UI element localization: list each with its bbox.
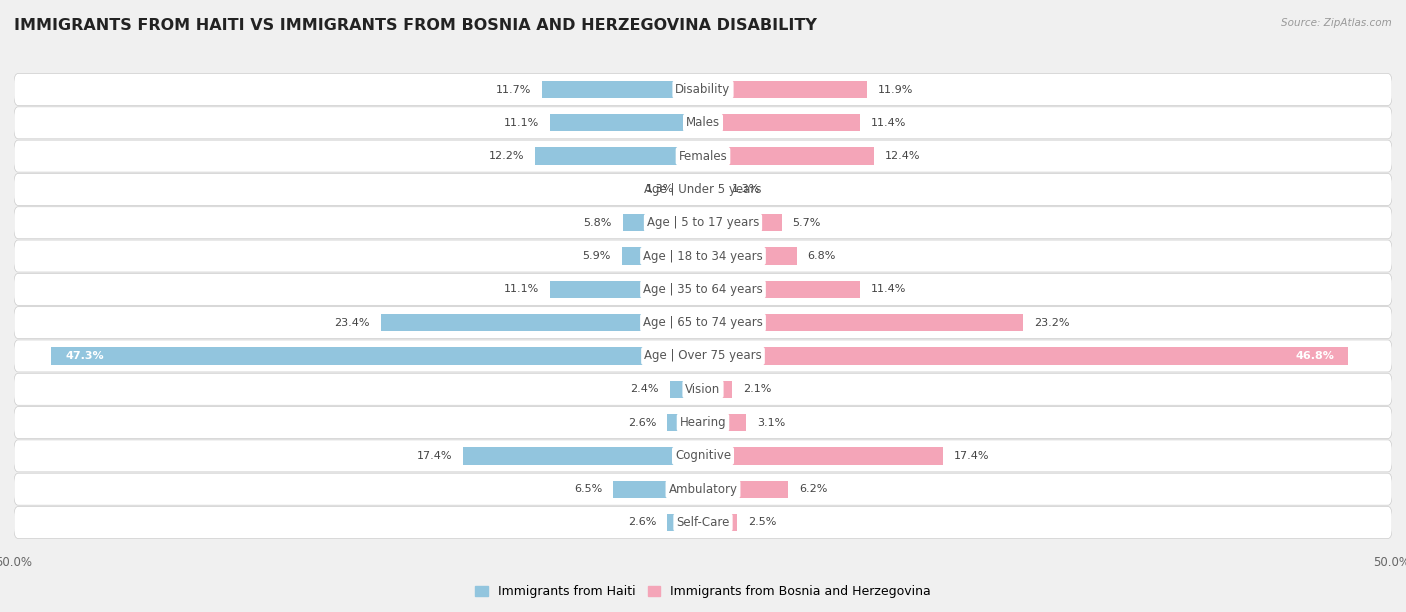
FancyBboxPatch shape: [14, 406, 1392, 439]
Bar: [703, 347, 1348, 365]
Text: Self-Care: Self-Care: [676, 516, 730, 529]
Bar: [703, 314, 1022, 331]
Bar: [668, 514, 703, 531]
FancyBboxPatch shape: [14, 373, 1392, 405]
Text: Age | 5 to 17 years: Age | 5 to 17 years: [647, 216, 759, 230]
Bar: [703, 480, 789, 498]
Text: Ambulatory: Ambulatory: [668, 483, 738, 496]
Text: Age | Over 75 years: Age | Over 75 years: [644, 349, 762, 362]
Bar: [51, 347, 703, 365]
Bar: [621, 247, 703, 265]
Text: 11.1%: 11.1%: [503, 118, 538, 128]
Text: 2.4%: 2.4%: [630, 384, 659, 394]
Text: Vision: Vision: [685, 382, 721, 396]
Text: 17.4%: 17.4%: [416, 451, 453, 461]
FancyBboxPatch shape: [14, 340, 1392, 372]
Bar: [703, 214, 782, 231]
Text: 1.3%: 1.3%: [733, 184, 761, 195]
Text: 11.7%: 11.7%: [495, 84, 531, 94]
Text: Age | 35 to 64 years: Age | 35 to 64 years: [643, 283, 763, 296]
Bar: [703, 381, 733, 398]
Bar: [703, 81, 868, 98]
FancyBboxPatch shape: [14, 274, 1392, 305]
Text: 12.2%: 12.2%: [488, 151, 524, 161]
Text: 2.6%: 2.6%: [627, 417, 657, 428]
Text: 23.2%: 23.2%: [1033, 318, 1069, 327]
Text: IMMIGRANTS FROM HAITI VS IMMIGRANTS FROM BOSNIA AND HERZEGOVINA DISABILITY: IMMIGRANTS FROM HAITI VS IMMIGRANTS FROM…: [14, 18, 817, 34]
Text: 47.3%: 47.3%: [65, 351, 104, 361]
Bar: [703, 247, 797, 265]
Bar: [541, 81, 703, 98]
Text: Disability: Disability: [675, 83, 731, 96]
Bar: [550, 281, 703, 298]
Text: 6.2%: 6.2%: [800, 484, 828, 494]
Bar: [381, 314, 703, 331]
Text: 5.7%: 5.7%: [793, 218, 821, 228]
Bar: [703, 281, 860, 298]
FancyBboxPatch shape: [14, 140, 1392, 172]
Bar: [703, 414, 745, 431]
Text: 11.4%: 11.4%: [872, 285, 907, 294]
Text: 6.5%: 6.5%: [574, 484, 602, 494]
Text: 11.9%: 11.9%: [877, 84, 914, 94]
Bar: [703, 514, 738, 531]
Text: 3.1%: 3.1%: [756, 417, 785, 428]
Text: Hearing: Hearing: [679, 416, 727, 429]
Text: 2.6%: 2.6%: [627, 518, 657, 528]
Text: Cognitive: Cognitive: [675, 449, 731, 463]
Text: 23.4%: 23.4%: [335, 318, 370, 327]
Text: 6.8%: 6.8%: [807, 251, 837, 261]
Bar: [703, 447, 943, 465]
FancyBboxPatch shape: [14, 107, 1392, 139]
Text: 1.3%: 1.3%: [645, 184, 673, 195]
Bar: [703, 114, 860, 132]
FancyBboxPatch shape: [14, 73, 1392, 105]
Bar: [703, 147, 875, 165]
Text: 17.4%: 17.4%: [953, 451, 990, 461]
Text: 11.4%: 11.4%: [872, 118, 907, 128]
Text: 5.8%: 5.8%: [583, 218, 612, 228]
Bar: [613, 480, 703, 498]
Text: 5.9%: 5.9%: [582, 251, 610, 261]
FancyBboxPatch shape: [14, 173, 1392, 206]
Bar: [685, 181, 703, 198]
Text: Females: Females: [679, 149, 727, 163]
Text: 11.1%: 11.1%: [503, 285, 538, 294]
Text: 46.8%: 46.8%: [1295, 351, 1334, 361]
Text: Source: ZipAtlas.com: Source: ZipAtlas.com: [1281, 18, 1392, 28]
Text: Age | Under 5 years: Age | Under 5 years: [644, 183, 762, 196]
FancyBboxPatch shape: [14, 207, 1392, 239]
Legend: Immigrants from Haiti, Immigrants from Bosnia and Herzegovina: Immigrants from Haiti, Immigrants from B…: [470, 580, 936, 603]
Bar: [550, 114, 703, 132]
Bar: [623, 214, 703, 231]
Bar: [669, 381, 703, 398]
Text: 12.4%: 12.4%: [884, 151, 921, 161]
Text: Males: Males: [686, 116, 720, 129]
Text: 2.1%: 2.1%: [742, 384, 772, 394]
Bar: [668, 414, 703, 431]
Text: Age | 18 to 34 years: Age | 18 to 34 years: [643, 250, 763, 263]
FancyBboxPatch shape: [14, 507, 1392, 539]
Bar: [534, 147, 703, 165]
FancyBboxPatch shape: [14, 473, 1392, 505]
FancyBboxPatch shape: [14, 307, 1392, 338]
Bar: [463, 447, 703, 465]
FancyBboxPatch shape: [14, 440, 1392, 472]
Text: 2.5%: 2.5%: [748, 518, 778, 528]
FancyBboxPatch shape: [14, 240, 1392, 272]
Text: Age | 65 to 74 years: Age | 65 to 74 years: [643, 316, 763, 329]
Bar: [703, 181, 721, 198]
